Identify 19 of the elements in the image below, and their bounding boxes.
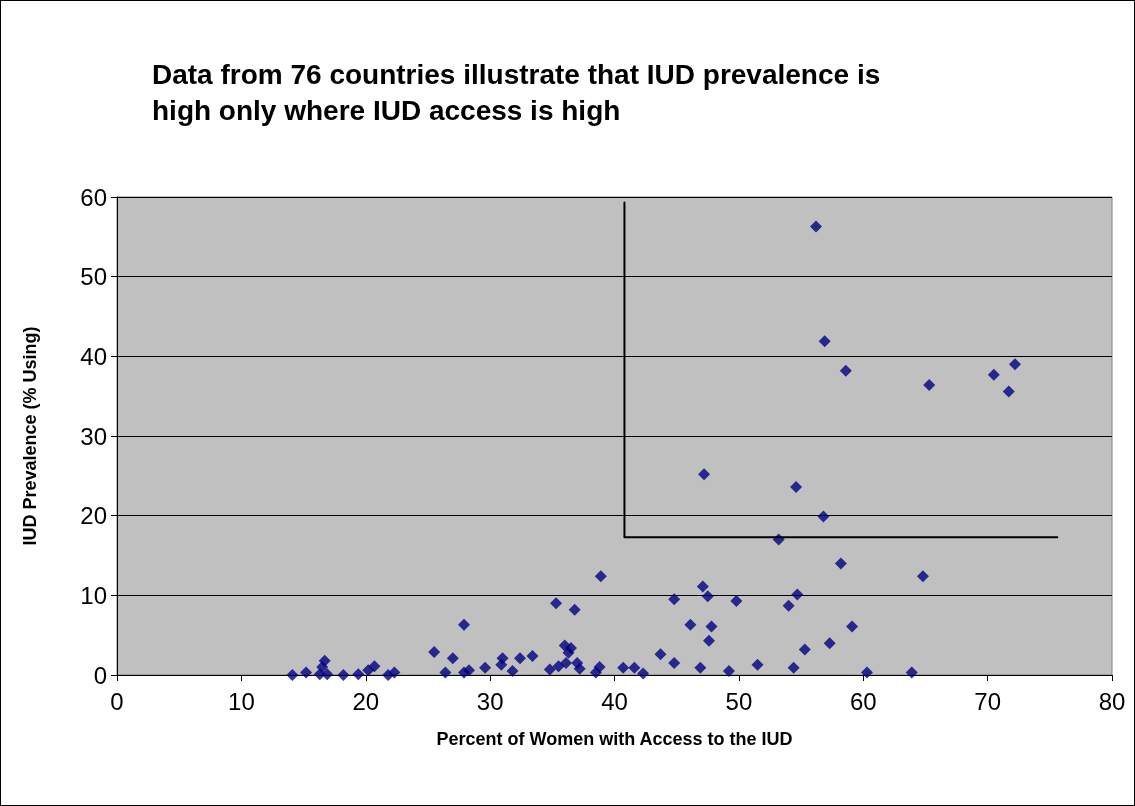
x-tick-label: 50 (725, 687, 753, 715)
x-tick-label: 30 (476, 687, 504, 715)
y-tick-label: 30 (80, 422, 107, 450)
x-tick-label: 70 (974, 687, 1001, 715)
y-tick-label: 20 (80, 502, 107, 530)
y-tick-label: 50 (80, 263, 107, 291)
x-tick-label: 0 (110, 687, 124, 715)
x-tick-label: 20 (352, 687, 380, 715)
y-tick-label: 0 (93, 661, 107, 689)
y-axis-title: IUD Prevalence (% Using) (20, 326, 40, 546)
y-tick-label: 60 (80, 183, 107, 211)
x-tick-label: 40 (601, 687, 628, 715)
x-tick-label: 10 (228, 687, 255, 715)
y-tick-label: 10 (80, 581, 107, 609)
x-axis-title: Percent of Women with Access to the IUD (436, 729, 793, 749)
x-tick-label: 80 (1098, 687, 1126, 715)
y-tick-label: 40 (80, 342, 107, 370)
chart-title: Data from 76 countries illustrate that IUD prevalence is high only where IUD access is high (152, 58, 881, 126)
x-tick-label: 60 (849, 687, 877, 715)
